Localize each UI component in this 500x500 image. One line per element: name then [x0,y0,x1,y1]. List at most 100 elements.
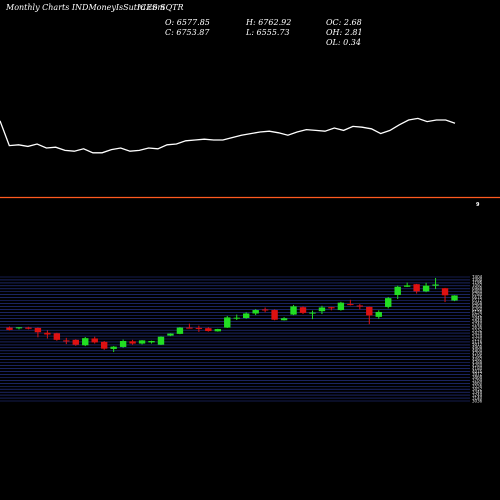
candle [205,327,212,332]
candle-body [385,298,392,307]
candle [129,339,136,345]
candle [422,282,430,293]
candle [299,306,307,315]
candle [403,282,411,288]
close-value: C: 6753.87 [165,28,210,37]
candle [243,312,250,319]
candle-body [82,338,89,346]
candle-body [451,295,458,301]
price-tick-label: 4284 [472,363,483,368]
candle [224,316,231,328]
open-value: O: 6577.85 [165,18,210,27]
candle-body [205,328,212,332]
price-tick-label: 6988 [472,286,483,291]
candle-body [100,341,108,349]
price-tick-label: 5012 [472,342,483,347]
candle [72,339,79,346]
candle [110,346,117,353]
candle [252,309,259,316]
candle-body [309,312,316,314]
candle [119,339,127,348]
candle-body [290,306,297,315]
price-tick-label: 4492 [472,357,483,362]
candle-body [167,333,174,336]
price-grid [0,276,470,402]
price-tick-label: 7300 [472,277,483,282]
candle [91,336,98,344]
candle-body [328,307,335,309]
price-tick-label: 5428 [472,330,483,335]
price-tick-label: 6260 [472,307,483,312]
candle [100,340,108,350]
candle [157,336,165,345]
price-tick-label: 4908 [472,345,483,350]
candle-body [356,305,364,307]
candle [366,306,373,325]
price-tick-label: 3140 [472,395,483,400]
candle-body [25,327,32,329]
site-watermark: Monthly Charts INDMoneyIsSutra.com [6,3,165,12]
candle-body [138,340,146,344]
candle [214,328,221,332]
oc-value: OC: 2.68 [326,18,362,27]
price-tick-label: 5532 [472,327,483,332]
price-tick-label: 4180 [472,366,483,371]
candle [451,295,458,302]
price-tick-label: 6780 [472,292,483,297]
candle-body [252,310,259,314]
candle [63,337,70,345]
price-tick-label: 5740 [472,322,483,327]
candle-body [119,340,127,347]
candle-body [299,307,307,313]
candle [25,326,32,330]
candle [290,304,297,316]
price-tick-label: 3036 [472,398,483,403]
candle-body [413,284,420,292]
candle [6,326,13,331]
price-tick-label: 4076 [472,369,483,374]
price-tick-label: 4700 [472,351,483,356]
candle [82,337,89,347]
candle-body [394,286,401,295]
price-axis: 7404730071967092698868846780667665726468… [472,274,483,403]
candle-body [403,285,411,287]
candle [176,327,184,335]
price-tick-label: 6572 [472,298,483,303]
candlesticks [6,277,458,353]
price-tick-label: 3244 [472,392,483,397]
price-tick-label: 5116 [472,339,483,344]
candle-body [6,327,13,330]
candle-body [233,317,240,319]
candle [148,340,155,344]
candle [167,333,174,337]
oh-value: OH: 2.81 [326,28,363,37]
candle-body [366,306,373,316]
candle-body [432,284,439,286]
price-tick-label: 7092 [472,283,483,288]
candle [53,332,61,341]
candle-body [15,327,23,329]
candle [15,327,23,330]
candle-body [375,312,382,317]
candle-body [224,317,231,328]
candle-body [337,302,345,311]
price-tick-label: 6052 [472,313,483,318]
price-tick-label: 7196 [472,280,483,285]
candle [186,323,193,329]
candle [280,317,288,321]
candle [432,277,439,290]
candle [44,330,51,339]
price-tick-label: 4804 [472,348,483,353]
candle [328,306,335,311]
candle-body [91,338,98,343]
price-tick-label: 6676 [472,295,483,300]
candle [261,307,269,313]
candle-body [129,341,136,344]
price-tick-label: 7404 [472,274,483,279]
price-tick-label: 3348 [472,389,483,394]
candle-body [110,346,117,349]
price-tick-label: 3972 [472,372,483,377]
price-tick-label: 5220 [472,336,483,341]
candle [233,314,240,320]
candle [271,309,278,321]
